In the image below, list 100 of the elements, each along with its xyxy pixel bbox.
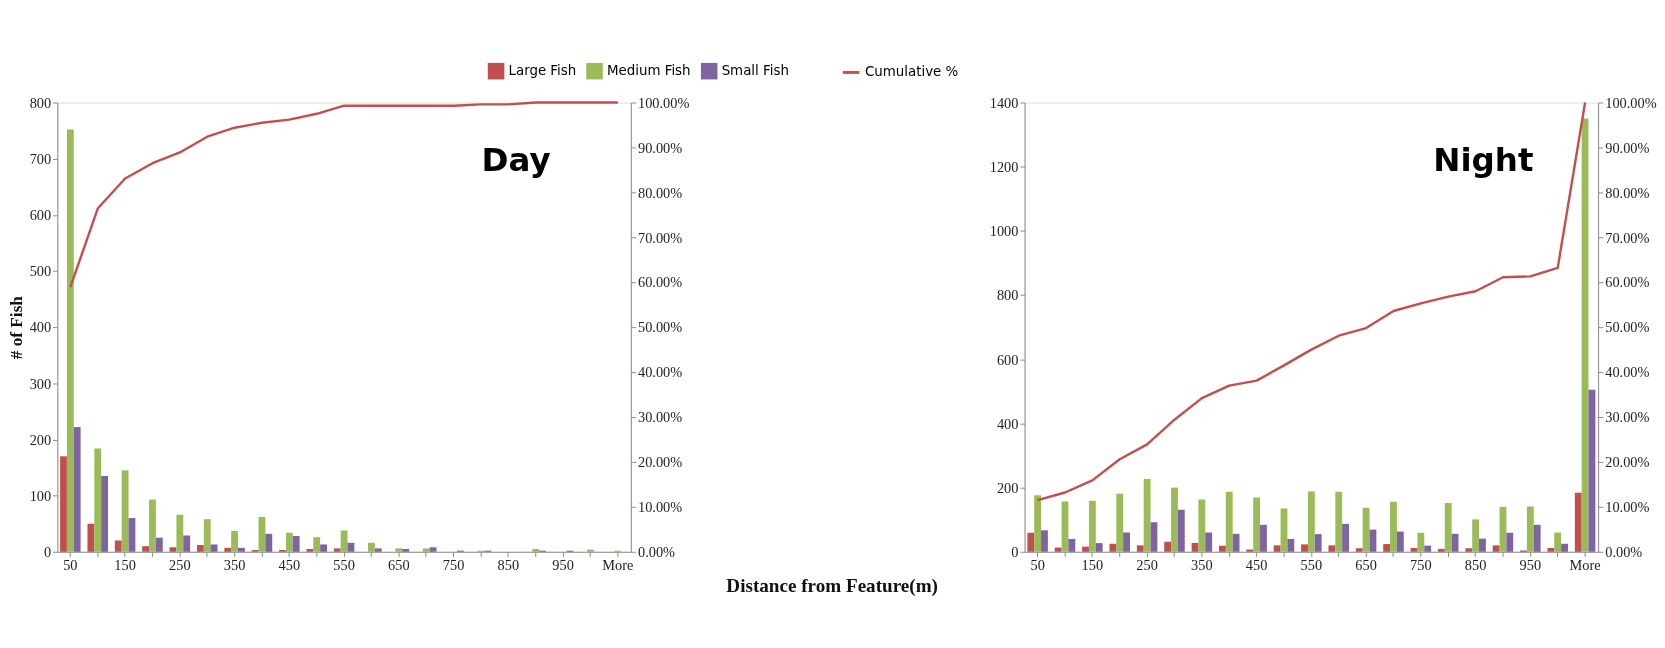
- bar: [183, 535, 191, 552]
- legend-label: Medium Fish: [606, 62, 691, 78]
- bar: [87, 523, 95, 552]
- legend-label: Large Fish: [508, 62, 577, 78]
- y2-tick-label: 20.00%: [638, 454, 683, 471]
- bar: [176, 514, 184, 552]
- bar: [320, 544, 327, 552]
- annotation: Day: [481, 140, 551, 179]
- x-tick-label: 850: [1464, 557, 1487, 574]
- bar: [60, 456, 67, 552]
- bar: [1177, 509, 1185, 552]
- bar: [292, 536, 300, 552]
- line-series: [1036, 101, 1587, 502]
- bar: [265, 533, 273, 552]
- bar: [1253, 497, 1261, 552]
- y-tick-label: 1400: [989, 94, 1019, 111]
- y-axis-title: # of Fish: [6, 295, 26, 360]
- bar: [1581, 118, 1589, 552]
- bar: [1342, 523, 1349, 552]
- bar: [73, 427, 81, 552]
- bar: [1198, 499, 1206, 552]
- bar: [313, 537, 321, 552]
- bar: [1472, 519, 1480, 552]
- bar: [1335, 491, 1343, 552]
- x-tick-label: 350: [1191, 557, 1213, 574]
- y-tick-label: 1200: [989, 158, 1019, 175]
- x-tick-label: 50: [63, 557, 78, 574]
- bar: [1116, 493, 1124, 552]
- bar: [1260, 524, 1267, 552]
- bar: [1362, 507, 1370, 552]
- bar: [1574, 492, 1582, 552]
- y2-tick-label: 50.00%: [1605, 319, 1650, 336]
- x-tick-label: 550: [1300, 557, 1323, 574]
- y2-tick-label: 70.00%: [1605, 229, 1650, 246]
- x-tick-label: 250: [1136, 557, 1158, 574]
- bar: [210, 544, 218, 552]
- y2-tick-label: 10.00%: [638, 499, 683, 516]
- bar: [1437, 548, 1445, 552]
- bar: [203, 519, 211, 552]
- bar: [1273, 545, 1281, 552]
- bar: [1225, 491, 1233, 552]
- bar: [1123, 532, 1130, 552]
- x-tick-label: 450: [278, 557, 301, 574]
- bar: [1143, 478, 1151, 552]
- bar: [142, 546, 150, 552]
- y-tick-label: 0: [43, 544, 52, 561]
- legend-label: Cumulative %: [865, 64, 959, 80]
- y2-tick-label: 80.00%: [638, 184, 683, 201]
- y-tick-label: 400: [996, 415, 1019, 432]
- y-tick-label: 700: [29, 150, 52, 167]
- y-tick-label: 300: [29, 375, 52, 392]
- x-tick-label: 950: [1519, 557, 1542, 574]
- y2-tick-label: 10.00%: [1605, 499, 1650, 516]
- y-tick-label: 800: [29, 94, 52, 111]
- y-tick-label: 200: [29, 431, 52, 448]
- y2-tick-label: 40.00%: [638, 364, 683, 381]
- bar: [1355, 548, 1363, 552]
- bar: [1191, 543, 1199, 552]
- bar: [1109, 543, 1117, 552]
- x-tick-label: 50: [1030, 557, 1045, 574]
- y2-tick-label: 0.00%: [1605, 544, 1643, 561]
- bar: [1068, 538, 1076, 552]
- y-tick-label: 500: [29, 263, 52, 280]
- bar: [149, 499, 156, 552]
- bar: [66, 129, 74, 552]
- bar: [1027, 532, 1035, 552]
- x-tick-label: 350: [223, 557, 246, 574]
- y2-tick-label: 40.00%: [1605, 364, 1650, 381]
- x-tick-label: 150: [114, 557, 136, 574]
- bar: [368, 542, 375, 552]
- bar: [224, 547, 232, 552]
- bar: [1041, 530, 1048, 552]
- y2-tick-label: 50.00%: [638, 319, 683, 336]
- bar: [1396, 531, 1404, 552]
- bar: [340, 530, 348, 552]
- bar: [306, 548, 314, 552]
- bar: [285, 532, 293, 552]
- y2-tick-label: 80.00%: [1605, 184, 1650, 201]
- bar: [1328, 545, 1336, 552]
- bar: [1082, 546, 1089, 552]
- x-tick-label: More: [602, 557, 634, 574]
- bar: [196, 545, 204, 552]
- legend-label: Small Fish: [721, 62, 789, 78]
- y2-tick-label: 30.00%: [1605, 409, 1650, 426]
- annotation: Night: [1433, 140, 1534, 179]
- bar: [94, 448, 102, 552]
- bar: [101, 475, 108, 552]
- bar: [1314, 534, 1322, 552]
- bar: [1390, 501, 1397, 552]
- x-tick-label: 750: [1410, 557, 1432, 574]
- bar: [374, 548, 382, 552]
- bar: [1307, 491, 1315, 552]
- bar: [587, 549, 594, 552]
- bar: [1164, 541, 1172, 552]
- x-tick-label: 650: [388, 557, 410, 574]
- y-tick-label: 0: [1011, 544, 1019, 561]
- y2-tick-label: 70.00%: [638, 229, 683, 246]
- y2-tick-label: 60.00%: [1605, 274, 1650, 291]
- y2-tick-label: 100.00%: [1605, 94, 1657, 111]
- bar: [1479, 538, 1486, 552]
